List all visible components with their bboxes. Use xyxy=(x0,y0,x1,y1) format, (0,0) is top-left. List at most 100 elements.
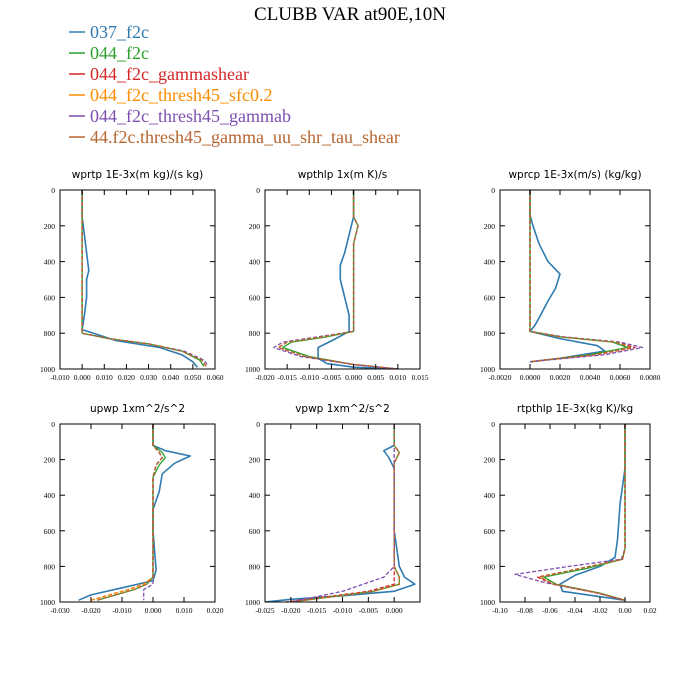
series-line xyxy=(514,424,626,601)
x-tick-label: 0.010 xyxy=(389,373,406,382)
x-tick-label: -0.005 xyxy=(322,373,342,382)
x-tick-label: 0.020 xyxy=(207,606,224,615)
series-line xyxy=(97,424,163,601)
y-tick-label: 600 xyxy=(484,293,496,302)
x-tick-label: 0.030 xyxy=(140,373,157,382)
series-line xyxy=(81,190,198,368)
series-line xyxy=(529,190,644,363)
series-group xyxy=(81,190,209,368)
x-tick-label: 0.02 xyxy=(643,606,656,615)
panel-title: upwp 1xm^2/s^2 xyxy=(90,403,185,415)
x-tick-label: 0.015 xyxy=(412,373,429,382)
x-tick-label: 0.010 xyxy=(96,373,113,382)
y-tick-label: 0 xyxy=(51,186,55,195)
x-tick-label: -0.030 xyxy=(50,606,70,615)
legend-entry: 44.f2c.thresh45_gamma_uu_shr_tau_shear xyxy=(69,127,400,147)
x-tick-label: 0.0060 xyxy=(610,373,631,382)
x-tick-label: -0.010 xyxy=(112,606,132,615)
y-tick-label: 600 xyxy=(44,293,56,302)
plot-frame xyxy=(499,189,651,370)
series-line xyxy=(265,424,416,602)
x-tick-label: 0.000 xyxy=(386,606,403,615)
plot-frame xyxy=(264,189,421,370)
panel-title: vpwp 1xm^2/s^2 xyxy=(295,403,390,415)
y-tick-label: 600 xyxy=(249,293,261,302)
x-tick-label: -0.010 xyxy=(333,606,353,615)
series-line xyxy=(78,424,191,601)
x-tick-label: -0.08 xyxy=(517,606,533,615)
x-tick-label: -0.005 xyxy=(359,606,379,615)
series-line xyxy=(277,190,398,369)
y-tick-label: 400 xyxy=(484,258,496,267)
legend-label: 044_f2c_thresh45_sfc0.2 xyxy=(90,85,272,105)
series-line xyxy=(81,190,207,367)
x-tick-label: 0.000 xyxy=(74,373,91,382)
y-tick-label: 200 xyxy=(249,222,261,231)
panel-title: wpthlp 1x(m K)/s xyxy=(298,169,388,181)
y-tick-label: 200 xyxy=(484,456,496,465)
x-tick-label: -0.015 xyxy=(307,606,327,615)
x-tick-label: -0.010 xyxy=(50,373,70,382)
y-tick-label: 600 xyxy=(44,527,56,536)
y-tick-label: 200 xyxy=(484,222,496,231)
legend-entry: 044_f2c_thresh45_sfc0.2 xyxy=(69,85,272,105)
series-group xyxy=(273,190,398,369)
legend-label: 044_f2c xyxy=(90,43,149,63)
legend-label: 44.f2c.thresh45_gamma_uu_shr_tau_shear xyxy=(90,127,400,147)
series-line xyxy=(81,190,207,367)
y-tick-label: 0 xyxy=(256,420,260,429)
chart-panel: upwp 1xm^2/s^2 -0.030 -0.020 -0.010 0.000 0.0… xyxy=(40,403,224,615)
legend-entry: 044_f2c_gammashear xyxy=(69,64,249,84)
series-line xyxy=(539,424,626,601)
y-tick-label: 800 xyxy=(484,329,496,338)
series-group xyxy=(265,424,416,602)
x-tick-label: 0.060 xyxy=(207,373,224,382)
legend-entry: 037_f2c xyxy=(69,22,149,42)
y-tick-label: 400 xyxy=(44,491,56,500)
y-tick-label: 800 xyxy=(44,562,56,571)
series-line xyxy=(529,190,606,363)
x-tick-label: 0.020 xyxy=(118,373,135,382)
x-tick-label: 0.040 xyxy=(162,373,179,382)
y-tick-label: 400 xyxy=(484,491,496,500)
y-tick-label: 200 xyxy=(44,456,56,465)
legend: 037_f2c044_f2c044_f2c_gammashear044_f2c_… xyxy=(69,22,400,147)
chart-panel: wprcp 1E-3x(m/s) (kg/kg) -0.0020 0.0000 0.0… xyxy=(480,169,661,382)
series-line xyxy=(290,424,400,602)
x-tick-label: 0.005 xyxy=(367,373,384,382)
series-line xyxy=(529,190,629,363)
series-line xyxy=(81,190,205,367)
series-line xyxy=(81,190,207,367)
y-tick-label: 1000 xyxy=(40,598,55,607)
x-tick-label: 0.010 xyxy=(176,606,193,615)
x-tick-label: 0.0040 xyxy=(580,373,601,382)
y-tick-label: 1000 xyxy=(245,365,260,374)
legend-label: 037_f2c xyxy=(90,22,149,42)
y-tick-label: 600 xyxy=(249,527,261,536)
series-group xyxy=(529,190,644,363)
y-tick-label: 0 xyxy=(256,186,260,195)
series-line xyxy=(529,190,633,363)
panel-title: wprtp 1E-3x(m kg)/(s kg) xyxy=(72,169,203,181)
x-tick-label: 0.000 xyxy=(345,373,362,382)
series-line xyxy=(529,190,633,363)
series-group xyxy=(514,424,626,601)
y-tick-label: 800 xyxy=(44,329,56,338)
x-tick-label: -0.06 xyxy=(542,606,558,615)
chart-panel: rtpthlp 1E-3x(kg K)/kg -0.10 -0.08 -0.06 -0.… xyxy=(480,403,657,615)
x-tick-label: -0.020 xyxy=(255,373,275,382)
x-tick-label: 0.0020 xyxy=(550,373,571,382)
x-tick-label: -0.025 xyxy=(255,606,275,615)
chart-panel: wpthlp 1x(m K)/s -0.020 -0.015 -0.010 -0.005… xyxy=(245,169,429,382)
x-tick-label: -0.0020 xyxy=(488,373,511,382)
y-tick-label: 0 xyxy=(491,420,495,429)
panel-title: wprcp 1E-3x(m/s) (kg/kg) xyxy=(508,169,641,181)
x-tick-label: 0.000 xyxy=(145,606,162,615)
series-line xyxy=(277,190,398,369)
series-line xyxy=(81,190,209,367)
plot-frame xyxy=(264,423,421,603)
y-tick-label: 200 xyxy=(44,222,56,231)
panel-title: rtpthlp 1E-3x(kg K)/kg xyxy=(517,403,633,415)
chart-panel: vpwp 1xm^2/s^2 -0.025 -0.020 -0.015 -0.010 -0… xyxy=(245,403,421,615)
plot-frame xyxy=(59,423,216,603)
